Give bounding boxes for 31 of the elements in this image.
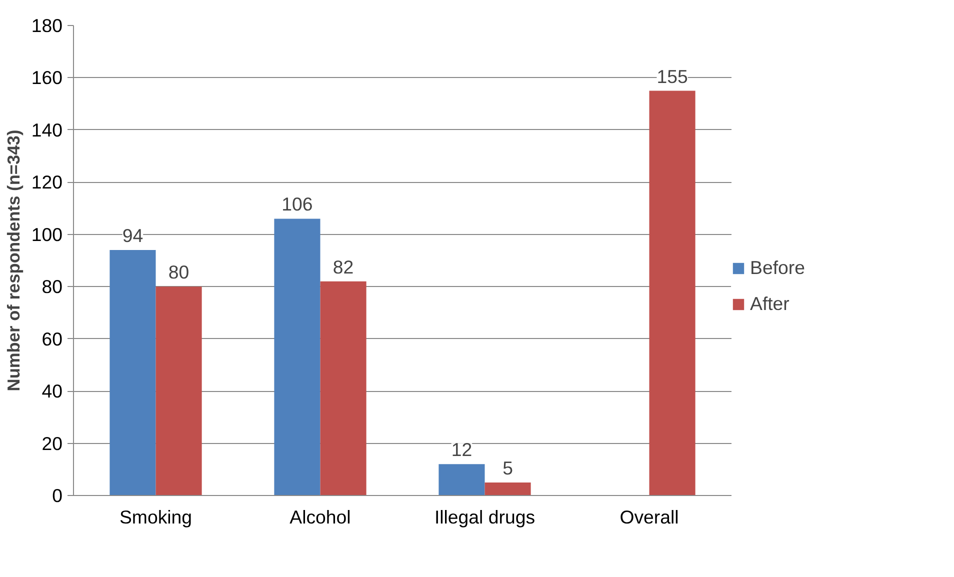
- x-tick-label: Smoking: [119, 506, 192, 528]
- bar: [438, 464, 485, 496]
- data-label: 80: [168, 262, 190, 283]
- y-tick-label: 160: [31, 67, 63, 88]
- data-label: 106: [282, 194, 313, 215]
- legend-label: Before: [750, 257, 806, 279]
- y-tick-label: 20: [42, 432, 63, 454]
- y-tick-label: 140: [31, 119, 63, 140]
- y-tick-label: 100: [31, 224, 63, 245]
- bar: [274, 218, 320, 496]
- data-label: 5: [502, 457, 513, 478]
- legend-label: After: [750, 293, 790, 315]
- x-tick-label: Overall: [620, 506, 679, 528]
- bar: [156, 286, 202, 496]
- data-label: 155: [656, 66, 688, 87]
- y-tick-label: 0: [52, 485, 63, 506]
- x-tick-label: Illegal drugs: [434, 506, 536, 528]
- y-tick-label: 40: [42, 380, 63, 402]
- y-tick-label: 180: [31, 15, 63, 36]
- bar: [484, 482, 531, 496]
- bar: [320, 281, 366, 496]
- x-tick-label: Alcohol: [290, 506, 351, 528]
- y-axis-title: Number of respondents (n=343): [3, 130, 24, 392]
- data-label: 82: [332, 256, 354, 278]
- y-tick-label: 120: [31, 172, 63, 193]
- bar: [649, 90, 696, 496]
- y-tick-label: 80: [42, 276, 63, 298]
- data-label: 94: [122, 225, 144, 246]
- y-tick-label: 60: [42, 328, 63, 350]
- data-label: 12: [451, 439, 472, 460]
- bar: [110, 250, 156, 496]
